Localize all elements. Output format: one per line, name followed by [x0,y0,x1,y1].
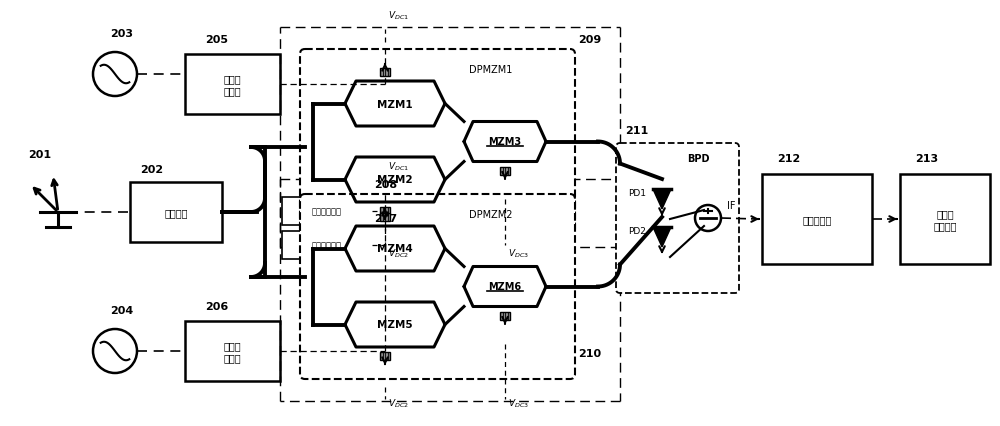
Text: 202: 202 [140,164,163,175]
Text: MZM2: MZM2 [377,175,413,185]
Bar [500,312,510,320]
Text: DPMZM2: DPMZM2 [469,210,513,219]
Text: MZM4: MZM4 [377,244,413,254]
Text: MZM6: MZM6 [488,282,522,292]
Bar [185,321,280,381]
Text: 201: 201 [28,150,51,160]
Bar [762,175,872,265]
Text: DPMZM1: DPMZM1 [469,65,513,75]
Text: 211: 211 [625,126,648,136]
Text: 210: 210 [578,348,601,358]
Bar [282,198,372,225]
Text: 数字信
号处理器: 数字信 号处理器 [933,209,957,230]
Text: MZM1: MZM1 [377,99,413,109]
Bar [380,69,390,77]
Text: 第二电衰减器: 第二电衰减器 [312,207,342,216]
Text: 208: 208 [374,180,397,190]
Text: $V_{DC1}$: $V_{DC1}$ [388,9,409,21]
Text: PD2: PD2 [628,227,646,236]
Bar [185,55,280,115]
Text: 207: 207 [374,213,397,224]
Text: 213: 213 [915,154,938,164]
Text: $V_{DC2}$: $V_{DC2}$ [388,246,409,259]
Text: 203: 203 [110,29,133,39]
Text: 209: 209 [578,35,601,45]
Bar [900,175,990,265]
Polygon shape [653,227,671,248]
Text: MZM5: MZM5 [377,320,413,330]
Text: 206: 206 [205,301,228,311]
Text: 第二电
功分器: 第二电 功分器 [224,340,241,362]
Text: MZM3: MZM3 [488,137,522,147]
Text: 第一电衰减器: 第一电衰减器 [312,241,342,250]
Bar [282,231,372,259]
Bar [130,183,222,242]
Bar [380,213,390,222]
Text: 205: 205 [205,35,228,45]
Text: $V_{DC3}$: $V_{DC3}$ [508,246,529,259]
Text: 212: 212 [777,154,800,164]
Text: PD1: PD1 [628,189,646,198]
FancyBboxPatch shape [300,195,575,379]
Text: 模数转换器: 模数转换器 [802,215,832,225]
FancyBboxPatch shape [300,50,575,234]
Bar [380,207,390,216]
Text: $V_{DC2}$: $V_{DC2}$ [388,397,409,409]
FancyBboxPatch shape [616,144,739,294]
Text: IF: IF [727,201,736,210]
Text: 第一电
功分器: 第一电 功分器 [224,74,241,95]
Text: 204: 204 [110,305,133,315]
Polygon shape [653,190,671,210]
Bar [500,167,510,175]
Text: BPD: BPD [687,154,709,164]
Text: $V_{DC1}$: $V_{DC1}$ [388,161,409,173]
Text: $V_{DC3}$: $V_{DC3}$ [508,397,529,409]
Text: 光功分器: 光功分器 [164,207,188,218]
Bar [380,352,390,360]
